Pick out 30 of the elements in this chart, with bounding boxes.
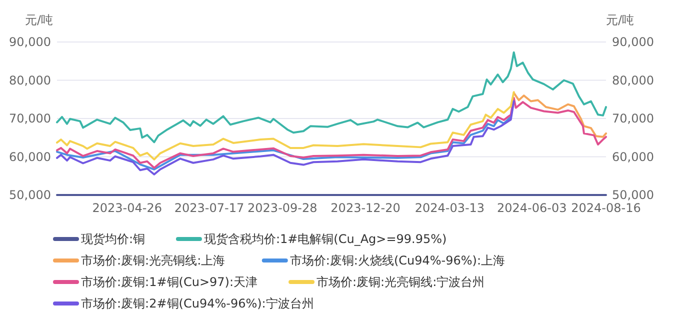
line-series	[56, 96, 607, 169]
line-series	[512, 92, 607, 138]
x-tick-label: 2023-04-26	[92, 201, 162, 215]
y2-tick-label: 90,000	[612, 35, 654, 50]
legend-label: 市场价:废铜:光亮铜线:宁波台州	[316, 275, 485, 290]
y2-tick-label: 60,000	[612, 150, 654, 164]
legend-label: 市场价:废铜:1#铜(Cu>97):天津	[81, 275, 258, 290]
y2-axis-title: 元/吨	[606, 13, 634, 27]
legend-label: 现货均价:铜	[81, 232, 146, 246]
y2-tick-label: 80,000	[612, 73, 654, 88]
y-tick-label: 80,000	[9, 73, 51, 88]
line-series	[56, 51, 607, 144]
legend-label: 市场价:废铜:2#铜(Cu94%-96%):宁波台州	[81, 296, 314, 311]
y-tick-label: 60,000	[9, 150, 51, 164]
legend-label: 现货含税均价:1#电解铜(Cu_Ag>=99.95%)	[204, 232, 447, 246]
y2-tick-label: 70,000	[612, 112, 654, 126]
x-tick-label: 2023-12-20	[330, 201, 400, 215]
y-tick-label: 90,000	[9, 35, 51, 50]
y-tick-label: 50,000	[9, 188, 51, 202]
y2-tick-label: 50,000	[612, 188, 654, 202]
x-tick-label: 2023-07-17	[174, 201, 244, 215]
y-axis-title: 元/吨	[24, 13, 53, 27]
line-series	[56, 91, 515, 160]
legend-label: 市场价:废铜:火烧线(Cu94%-96%):上海	[290, 254, 506, 268]
x-tick-label: 2024-08-16	[571, 201, 641, 215]
x-tick-label: 2024-06-03	[496, 201, 567, 215]
x-tick-label: 2024-03-13	[414, 201, 485, 215]
y-tick-label: 70,000	[9, 112, 51, 126]
legend-label: 市场价:废铜:光亮铜线:上海	[81, 254, 226, 268]
x-tick-label: 2023-09-28	[248, 201, 318, 215]
